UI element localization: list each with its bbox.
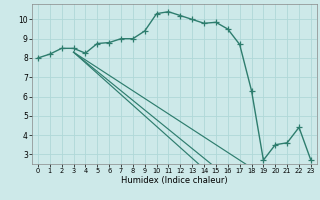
X-axis label: Humidex (Indice chaleur): Humidex (Indice chaleur) [121,176,228,185]
